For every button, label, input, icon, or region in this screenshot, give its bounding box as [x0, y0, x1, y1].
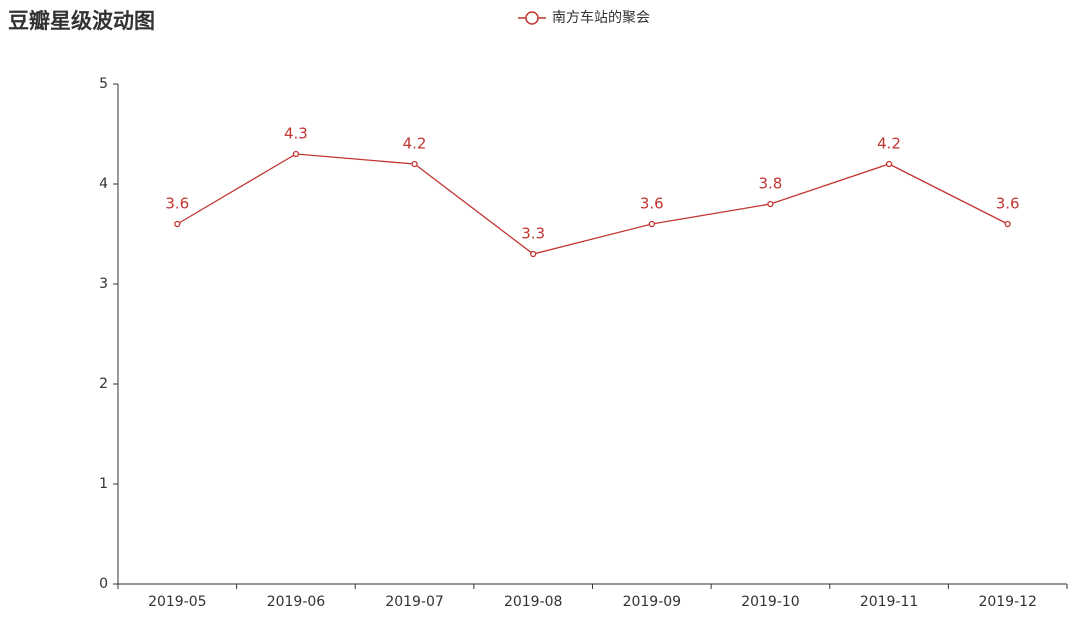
x-tick-label: 2019-12	[978, 594, 1037, 610]
data-label: 3.3	[521, 225, 545, 243]
x-tick-label: 2019-10	[741, 594, 800, 610]
series-line	[176, 153, 1008, 255]
x-tick-label: 2019-08	[504, 594, 563, 610]
point	[1004, 220, 1011, 228]
y-tick-label: 4	[99, 176, 108, 192]
x-tick-label: 2019-07	[385, 594, 444, 610]
data-label: 4.2	[877, 135, 901, 153]
point	[411, 160, 418, 168]
data-label: 3.6	[640, 195, 664, 213]
data-label: 3.6	[165, 195, 189, 213]
y-tick-label: 2	[99, 376, 108, 392]
data-label: 4.3	[284, 125, 308, 143]
y-tick-label: 1	[99, 476, 108, 492]
data-label: 3.6	[996, 195, 1020, 213]
point	[767, 200, 774, 208]
x-tick-label: 2019-09	[623, 594, 682, 610]
y-tick-label: 0	[99, 576, 108, 592]
point	[292, 150, 300, 158]
x-tick-label: 2019-05	[148, 594, 207, 610]
y-tick-label: 3	[99, 276, 108, 292]
data-label: 3.8	[759, 175, 783, 193]
y-tick-label: 5	[99, 76, 108, 92]
x-tick-label: 2019-11	[860, 594, 919, 610]
point	[530, 250, 537, 258]
x-tick-label: 2019-06	[267, 594, 326, 610]
legend-label: 南方车站的聚会	[552, 9, 650, 26]
point	[885, 160, 893, 168]
data-label: 4.2	[403, 135, 427, 153]
legend-marker	[525, 11, 539, 25]
point	[174, 220, 181, 228]
point	[648, 220, 655, 228]
chart-title: 豆瓣星级波动图	[8, 9, 155, 33]
